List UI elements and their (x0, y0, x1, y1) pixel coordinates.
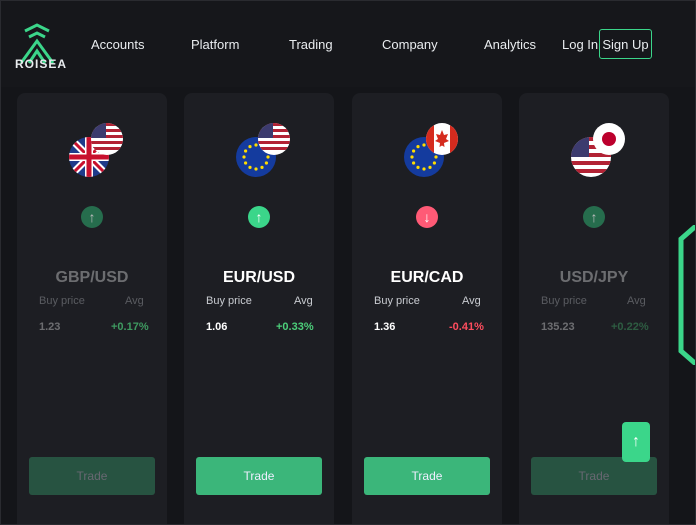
nav-accounts[interactable]: Accounts (91, 37, 145, 52)
currency-card-gbpusd: ↑ GBP/USD Buy price Avg 1.23 +0.17% Trad… (17, 93, 167, 524)
nav-analytics[interactable]: Analytics (484, 37, 537, 52)
avg-label: Avg (627, 295, 646, 307)
usd-jpy-flags (571, 123, 625, 177)
pair-name: GBP/USD (55, 269, 129, 286)
currency-card-eurusd: ↑ EUR/USD Buy price Avg 1.06 +0.33% Trad… (184, 93, 334, 524)
us-flag-icon (258, 123, 290, 155)
trade-button[interactable]: Trade (29, 457, 155, 495)
site-header: ROISEA Accounts Platform Trading Company… (1, 1, 695, 87)
eur-cad-flags (404, 123, 458, 177)
buy-price-label: Buy price (39, 295, 85, 307)
trade-button[interactable]: Trade (196, 457, 322, 495)
trade-button[interactable]: Trade (531, 457, 657, 495)
nav-trading[interactable]: Trading (289, 37, 333, 52)
avg-change-value: +0.33% (276, 321, 314, 333)
buy-price-value: 1.36 (374, 321, 396, 333)
avg-label: Avg (125, 295, 144, 307)
pair-name: EUR/USD (222, 269, 295, 286)
buy-price-value: 1.06 (206, 321, 228, 333)
gbp-usd-flags (69, 123, 123, 177)
trend-down-icon: ↓ (416, 206, 438, 228)
roisea-logo-icon[interactable] (15, 15, 59, 75)
avg-change-value: +0.22% (611, 321, 649, 333)
trend-up-icon: ↑ (81, 206, 103, 228)
nav-platform[interactable]: Platform (191, 37, 240, 52)
decorative-hexagon-edge (678, 225, 695, 365)
nav-company[interactable]: Company (382, 37, 438, 52)
buy-price-label: Buy price (374, 295, 420, 307)
pair-name: EUR/CAD (390, 269, 464, 286)
pair-name: USD/JPY (559, 269, 629, 286)
eur-usd-flags (236, 123, 290, 177)
buy-price-value: 135.23 (541, 321, 575, 333)
avg-label: Avg (294, 295, 313, 307)
us-flag-icon (91, 123, 123, 155)
buy-price-label: Buy price (541, 295, 587, 307)
trend-up-icon: ↑ (583, 206, 605, 228)
scroll-to-top-button[interactable]: ↑ (622, 422, 650, 462)
avg-change-value: +0.17% (111, 321, 149, 333)
avg-label: Avg (462, 295, 481, 307)
canada-flag-icon (426, 123, 458, 155)
login-link[interactable]: Log In (562, 37, 599, 52)
buy-price-label: Buy price (206, 295, 252, 307)
currency-card-usdjpy: ↑ USD/JPY Buy price Avg 135.23 +0.22% Tr… (519, 93, 669, 524)
avg-change-value: -0.41% (449, 321, 484, 333)
japan-flag-icon (593, 123, 625, 155)
currency-card-eurcad: ↓ EUR/CAD Buy price Avg 1.36 -0.41% Trad… (352, 93, 502, 524)
trend-up-icon: ↑ (248, 206, 270, 228)
arrow-up-icon: ↑ (632, 433, 640, 450)
signup-button[interactable]: Sign Up (599, 29, 652, 59)
buy-price-value: 1.23 (39, 321, 61, 333)
trade-button[interactable]: Trade (364, 457, 490, 495)
brand-name: ROISEA (15, 57, 68, 71)
us-flag-icon (571, 137, 611, 177)
